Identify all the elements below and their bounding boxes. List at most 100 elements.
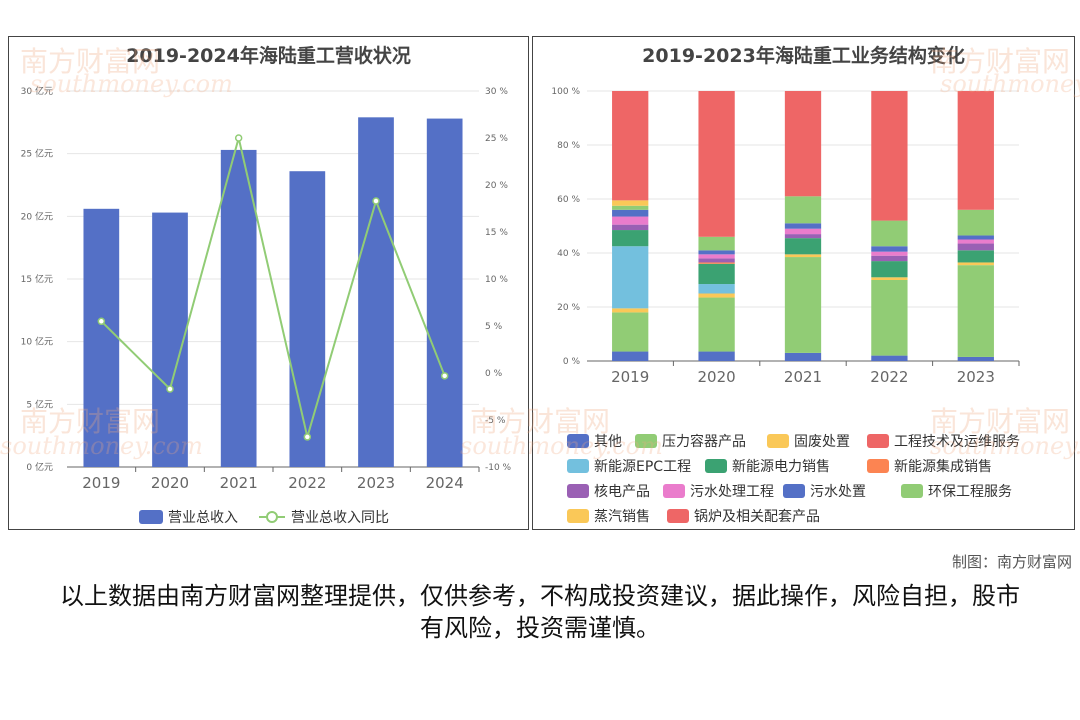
legend-label: 核电产品 [594,484,650,500]
revenue-chart-panel: 2019-2024年海陆重工营收状况 0 亿元 5 亿元 10 亿元 15 亿元 20 … [8,36,529,530]
x-tick-label: 2019 [82,474,120,492]
revenue-bar [358,117,394,467]
x-tick-label: 2019 [611,368,649,386]
x-tick-label: 2023 [957,368,995,386]
structure-chart: 0 % 20 % 40 % 60 % 80 % 100 % 2019 2020 2021 2022… [551,87,1020,525]
revenue-bar [152,212,188,467]
y-tick-label: 100 % [551,87,580,97]
y-right-tick-label: 30 % [485,87,508,97]
stack-segment [957,91,994,210]
revenue-bar [220,149,257,467]
x-tick-label: 2024 [426,474,464,492]
x-tick-label: 2020 [151,474,189,492]
x-tick-label: 2023 [357,474,395,492]
legend-swatch [867,434,889,448]
legend-label: 新能源集成销售 [894,458,992,475]
stack-segment [871,280,908,356]
revenue-bar [289,171,326,468]
stack-segment [698,250,735,255]
stack-segment [698,263,735,285]
revenue-chart: 0 亿元 5 亿元 10 亿元 15 亿元 20 亿元 25 亿元 30 亿元 -10 % -5… [21,85,512,526]
yoy-point [303,433,312,441]
stack-segment [784,91,822,197]
stack-segment [871,246,908,252]
y-right-tick-label: 10 % [485,275,508,285]
stack-segment [612,224,649,231]
stack-segment [784,257,822,353]
stack-segment [698,293,735,298]
stack-segment [871,355,908,361]
y-left-tick-label: 25 亿元 [21,148,53,160]
y-left-tick-label: 20 亿元 [21,210,53,222]
stack-segment [957,262,994,266]
stack-segment [957,265,994,357]
legend-swatch [567,509,589,523]
legend-label: 固废处置 [794,434,850,450]
y-right-tick-label: 5 % [485,322,503,332]
legend-swatch [663,484,685,498]
stack-segment [871,91,908,221]
legend-swatch [867,459,889,473]
y-tick-label: 0 % [563,357,581,367]
disclaimer-text: 以上数据由南方财富网整理提供，仅供参考，不构成投资建议，据此操作，风险自担，股市… [60,582,1020,642]
y-tick-label: 40 % [557,249,580,259]
stack-segment [612,216,649,225]
y-tick-label: 80 % [557,141,580,151]
legend-label: 工程技术及运维服务 [894,434,1020,450]
stack-segment [784,352,822,361]
legend-label: 压力容器产品 [662,433,746,450]
stack-segment [612,205,649,210]
stack-segment [871,251,908,256]
legend-label: 新能源EPC工程 [594,459,691,475]
stack-segment [784,238,822,255]
legend-label: 营业总收入同比 [291,510,389,526]
stack-segment [957,209,994,236]
yoy-point [372,197,380,205]
y-left-tick-label: 30 亿元 [21,85,53,97]
legend-swatch [783,484,805,498]
legend-label: 新能源电力销售 [732,459,830,475]
legend-swatch [705,459,727,473]
stack-segment [612,91,649,201]
legend-label: 环保工程服务 [928,484,1012,500]
x-tick-label: 2020 [698,368,736,386]
stack-segment [612,308,649,313]
stack-segment [698,351,735,361]
stack-segment [871,277,908,280]
yoy-line [100,137,446,441]
stack-segment [612,246,649,309]
legend-swatch [635,434,657,448]
y-left-tick-label: 10 亿元 [21,336,53,348]
y-right-tick-label: -10 % [485,463,512,473]
stack-segment [698,262,735,264]
stack-segment [871,261,908,278]
legend-label: 蒸汽销售 [594,509,650,525]
stack-segment [698,297,735,352]
stack-segment [784,234,822,239]
legend-label: 污水处理工程 [690,484,774,500]
yoy-point [440,372,449,380]
stack-segment [698,236,735,251]
structure-chart-panel: 2019-2023年海陆重工业务结构变化 0 % 20 % 40 % 60 % 80 %… [532,36,1075,530]
stack-segment [784,228,822,235]
y-right-tick-label: 0 % [485,369,503,379]
revenue-bar [426,118,463,467]
legend-swatch [667,509,689,523]
legend-swatch [567,434,589,448]
legend-label: 营业总收入 [168,510,238,526]
legend-swatch [767,434,789,448]
legend-label: 其他 [594,434,622,450]
stack-segment [957,235,994,240]
yoy-point [166,385,174,393]
chart-credit: 制图：南方财富网 [951,553,1072,571]
y-right-tick-label: 20 % [485,181,508,191]
revenue-bar [83,208,120,467]
stack-segment [612,200,649,206]
legend-swatch [567,484,589,498]
y-left-tick-label: 0 亿元 [26,461,53,473]
stack-segment [698,284,735,294]
stack-segment [957,239,994,244]
stack-segment [612,312,649,352]
x-tick-label: 2021 [784,368,822,386]
x-tick-label: 2022 [870,368,908,386]
